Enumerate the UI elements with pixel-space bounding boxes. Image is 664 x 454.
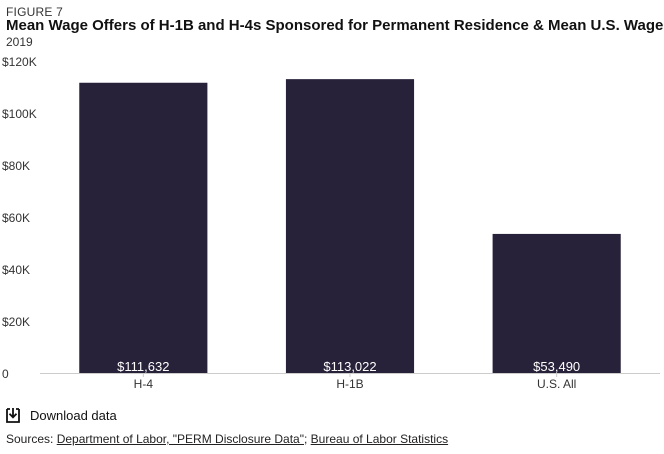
- bar-chart: 0 $20K $40K $60K $80K $100K $120K $111,632 H-4 $1…: [2, 55, 660, 391]
- x-tick-label: U.S. All: [537, 377, 576, 391]
- bar: [285, 79, 415, 374]
- y-tick-label: 0: [2, 367, 9, 381]
- y-tick-label: $120K: [2, 55, 37, 69]
- figure-label: FIGURE 7: [6, 5, 63, 19]
- sources-line: Sources: Department of Labor, "PERM Disc…: [6, 432, 448, 446]
- source-link-bureau-of-labor-statistics[interactable]: Bureau of Labor Statistics: [310, 432, 449, 446]
- download-data-label: Download data: [30, 408, 117, 423]
- y-tick-label: $40K: [2, 263, 30, 277]
- x-tick-label: H-1B: [336, 377, 363, 391]
- bar-value-label: $113,022: [323, 359, 376, 374]
- bar-value-label: $111,632: [117, 359, 169, 374]
- y-tick-label: $60K: [2, 211, 30, 225]
- sources-separator: ;: [304, 432, 311, 446]
- x-tick-label: H-4: [134, 377, 154, 391]
- bar-value-label: $53,490: [533, 359, 580, 374]
- bar: [79, 82, 208, 373]
- chart-title: Mean Wage Offers of H-1B and H-4s Sponso…: [6, 17, 664, 34]
- y-tick-label: $80K: [2, 159, 30, 173]
- y-tick-label: $20K: [2, 315, 30, 329]
- bar: [492, 233, 621, 373]
- sources-prefix: Sources:: [6, 432, 57, 446]
- download-data-button[interactable]: Download data: [4, 407, 117, 424]
- source-link-department-of-labor[interactable]: Department of Labor, "PERM Disclosure Da…: [56, 432, 304, 446]
- chart-subtitle: 2019: [6, 35, 33, 49]
- download-icon: [6, 408, 20, 423]
- y-tick-label: $100K: [2, 107, 37, 121]
